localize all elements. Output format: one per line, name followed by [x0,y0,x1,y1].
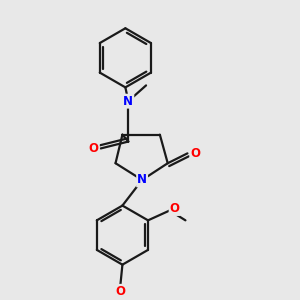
Text: O: O [116,285,125,298]
Text: O: O [169,202,180,215]
Text: N: N [123,95,133,108]
Text: O: O [89,142,99,155]
Text: O: O [190,147,200,160]
Text: N: N [137,173,147,187]
